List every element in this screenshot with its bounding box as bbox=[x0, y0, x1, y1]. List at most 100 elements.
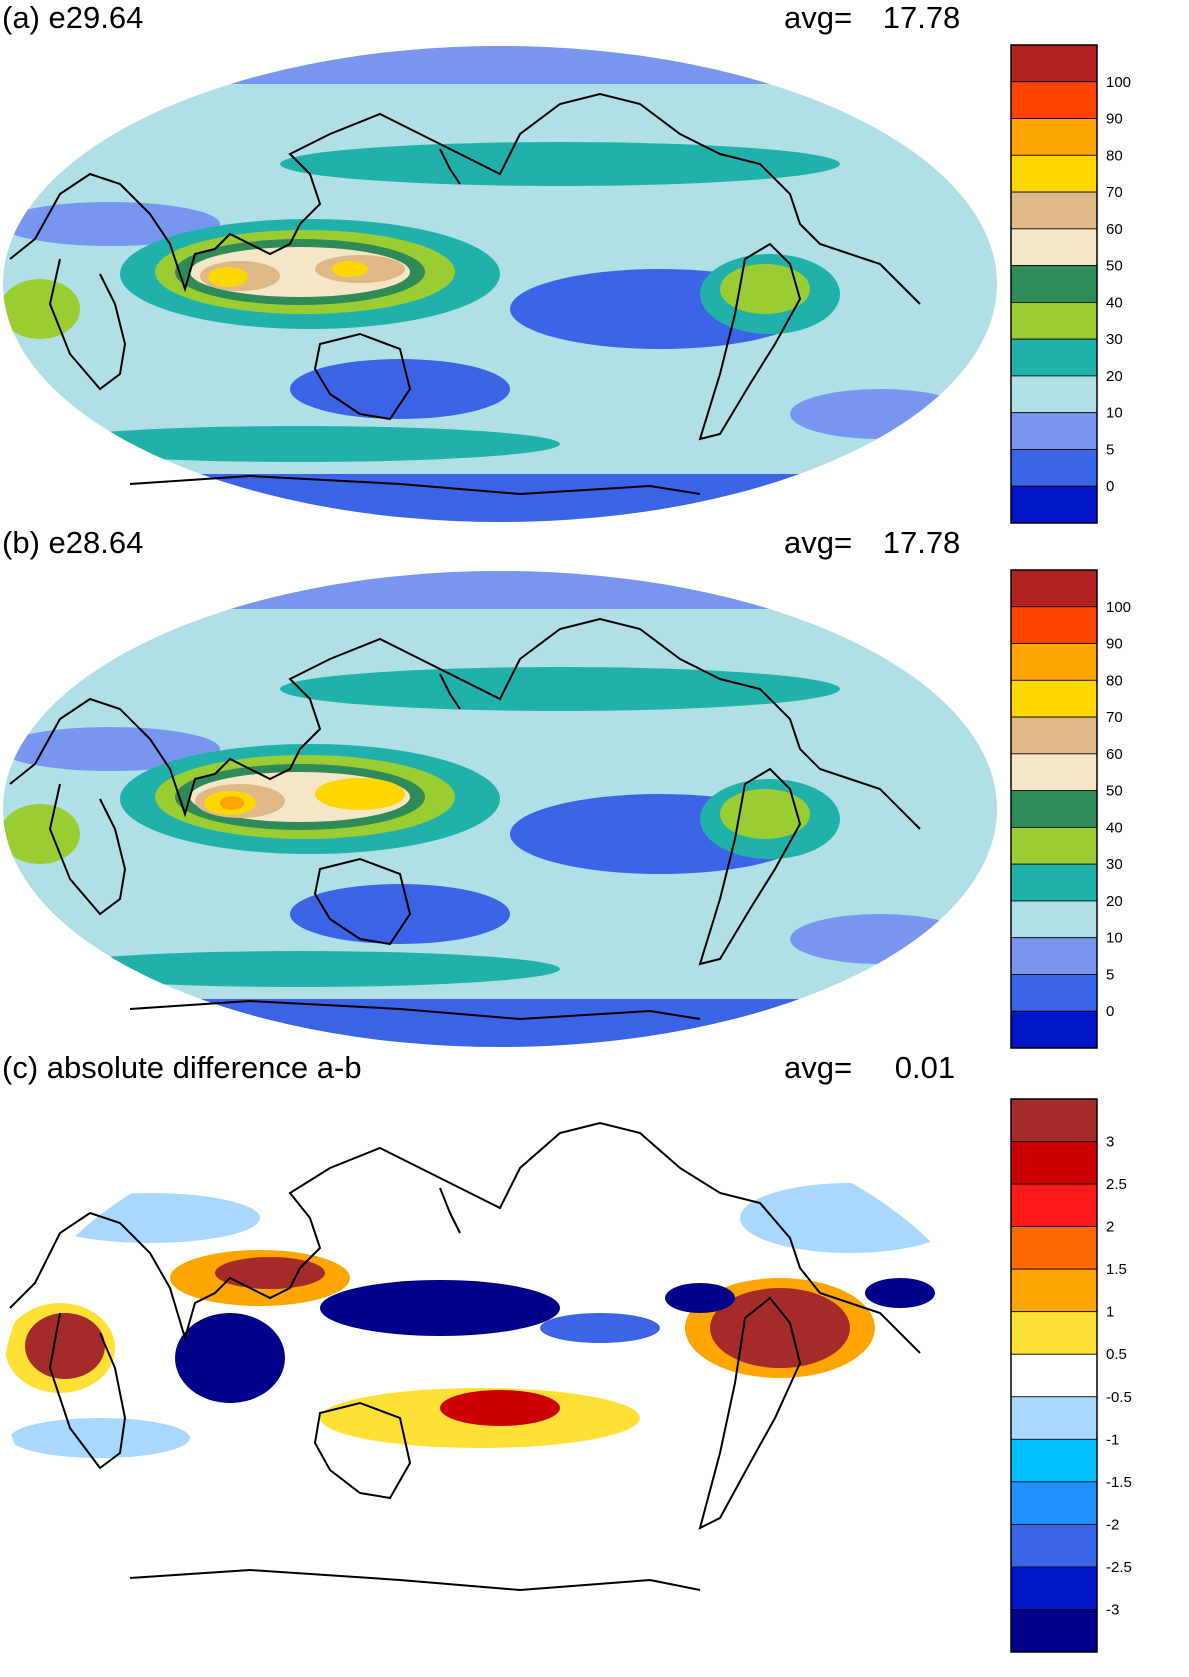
colorbar-swatches bbox=[1010, 569, 1098, 1049]
colorbar-tick-label: 50 bbox=[1106, 258, 1123, 275]
panel-b: (b) e28.64 avg= 17.78 bbox=[0, 525, 1189, 1050]
colorbar-tick-label: 30 bbox=[1106, 331, 1123, 348]
colorbar-swatch bbox=[1010, 1481, 1098, 1525]
colorbar-tick-label: 80 bbox=[1106, 147, 1123, 164]
colorbar-swatch bbox=[1010, 1098, 1098, 1142]
colorbar-tick-label: 10 bbox=[1106, 405, 1123, 422]
colorbar-tick-label: 2 bbox=[1106, 1219, 1114, 1236]
polar-band-north bbox=[3, 46, 997, 84]
colorbar-swatches bbox=[1010, 44, 1098, 524]
colorbar-swatch bbox=[1010, 1566, 1098, 1610]
polar-band-south bbox=[3, 999, 997, 1047]
colorbar-swatch bbox=[1010, 1523, 1098, 1568]
coastlines bbox=[9, 617, 921, 1021]
colorbar-tick-label: 2.5 bbox=[1106, 1176, 1127, 1193]
colorbar-swatch bbox=[1010, 679, 1098, 718]
colorbar-tick-label: 5 bbox=[1106, 441, 1114, 458]
colorbar-tick-label: -3 bbox=[1106, 1601, 1119, 1618]
colorbar-tick-label: 70 bbox=[1106, 184, 1123, 201]
colorbar-swatch bbox=[1010, 606, 1098, 644]
colorbar-tick-label: 40 bbox=[1106, 819, 1123, 836]
colorbar-tick-label: 70 bbox=[1106, 709, 1123, 726]
colorbar-tick-label: 5 bbox=[1106, 966, 1114, 983]
colorbar-tick-label: 40 bbox=[1106, 294, 1123, 311]
colorbar-swatch bbox=[1010, 1353, 1098, 1398]
colorbar-tick-label: 90 bbox=[1106, 111, 1123, 128]
colorbar-swatch bbox=[1010, 1311, 1098, 1355]
colorbar-tick-label: 1.5 bbox=[1106, 1261, 1127, 1278]
subtropical-dry-zone bbox=[790, 914, 970, 964]
colorbar-swatch bbox=[1010, 716, 1098, 755]
colorbar-tick-label: 0 bbox=[1106, 478, 1114, 495]
colorbar-frame bbox=[1010, 1098, 1098, 1653]
precip-map bbox=[3, 46, 997, 522]
colorbar-swatch bbox=[1010, 1609, 1098, 1653]
africa-rain bbox=[3, 804, 80, 864]
colorbar-swatch bbox=[1010, 937, 1098, 975]
colorbar-tick-label: -1.5 bbox=[1106, 1474, 1132, 1491]
colorbar-tick-label: 10 bbox=[1106, 930, 1123, 947]
colorbar-tick-label: 60 bbox=[1106, 746, 1123, 763]
storm-track bbox=[40, 426, 560, 462]
avg-value: 0.01 bbox=[894, 1050, 956, 1085]
colorbar-swatch bbox=[1010, 753, 1098, 792]
avg-label: avg= bbox=[784, 525, 853, 560]
colorbar-swatch bbox=[1010, 900, 1098, 939]
colorbar-tick-label: 1 bbox=[1106, 1304, 1114, 1321]
colorbar-frame bbox=[1010, 569, 1098, 1049]
subtropical-dry-zone bbox=[290, 359, 510, 419]
colorbar-swatch bbox=[1010, 1010, 1098, 1049]
colorbar-tick-label: -1 bbox=[1106, 1431, 1119, 1448]
colorbar-tick-label: 0 bbox=[1106, 1003, 1114, 1020]
colorbar-swatch bbox=[1010, 790, 1098, 828]
colorbar-swatch bbox=[1010, 1438, 1098, 1483]
colorbar-tick-label: 100 bbox=[1106, 74, 1131, 91]
panel-c: (c) absolute difference a-b avg= 0.01 bbox=[0, 1050, 1189, 1677]
colorbar-swatch bbox=[1010, 643, 1098, 681]
colorbar-swatch bbox=[1010, 1141, 1098, 1185]
colorbar-swatch bbox=[1010, 375, 1098, 414]
colorbar-swatch bbox=[1010, 81, 1098, 119]
diff-patch-positive bbox=[440, 1390, 560, 1426]
colorbar-swatch bbox=[1010, 1396, 1098, 1440]
colorbar-tick-label: 100 bbox=[1106, 599, 1131, 616]
diff-patch-negative bbox=[865, 1278, 935, 1308]
warm-pool-core bbox=[220, 796, 244, 810]
colorbar-tick-label: 30 bbox=[1106, 856, 1123, 873]
avg-label: avg= bbox=[784, 1050, 853, 1085]
colorbar-swatch bbox=[1010, 228, 1098, 267]
colorbar-tick-label: 80 bbox=[1106, 672, 1123, 689]
avg-label: avg= bbox=[784, 0, 853, 35]
warm-pool-core bbox=[332, 261, 368, 277]
diff-patch-negative bbox=[665, 1283, 735, 1313]
diff-patch-positive bbox=[215, 1257, 325, 1289]
panel-title: (c) absolute difference a-b bbox=[2, 1050, 362, 1085]
colorbar-swatch bbox=[1010, 449, 1098, 487]
colorbar-swatch bbox=[1010, 44, 1098, 83]
storm-track bbox=[40, 951, 560, 987]
coastlines bbox=[9, 92, 921, 496]
avg-readout: avg= 0.01 bbox=[784, 1050, 955, 1086]
colorbar-tick-label: 60 bbox=[1106, 221, 1123, 238]
colorbar-swatch bbox=[1010, 1226, 1098, 1270]
colorbar-swatch bbox=[1010, 301, 1098, 340]
colorbar-labels: 3 2.5 2 1.5 1 0.5 -0.5 -1 -1.5 -2 -2.5 -3 bbox=[1106, 1134, 1132, 1619]
avg-value: 17.78 bbox=[882, 525, 961, 560]
panel-title: (b) e28.64 bbox=[2, 525, 144, 560]
diff-patch-negative bbox=[540, 1313, 660, 1343]
colorbar-swatch bbox=[1010, 191, 1098, 230]
diff-patch-positive bbox=[25, 1313, 105, 1379]
diff-patch-negative bbox=[40, 1193, 260, 1243]
precip-map bbox=[3, 571, 997, 1047]
panel-title: (a) e29.64 bbox=[2, 0, 144, 35]
colorbar-swatch bbox=[1010, 118, 1098, 156]
colorbar-tick-label: 0.5 bbox=[1106, 1346, 1127, 1363]
coastlines bbox=[9, 1121, 921, 1592]
colorbar-tick-label: -0.5 bbox=[1106, 1389, 1132, 1406]
colorbar: 3 2.5 2 1.5 1 0.5 -0.5 -1 -1.5 -2 -2.5 -3 bbox=[1010, 1098, 1132, 1653]
polar-band-south bbox=[3, 474, 997, 522]
